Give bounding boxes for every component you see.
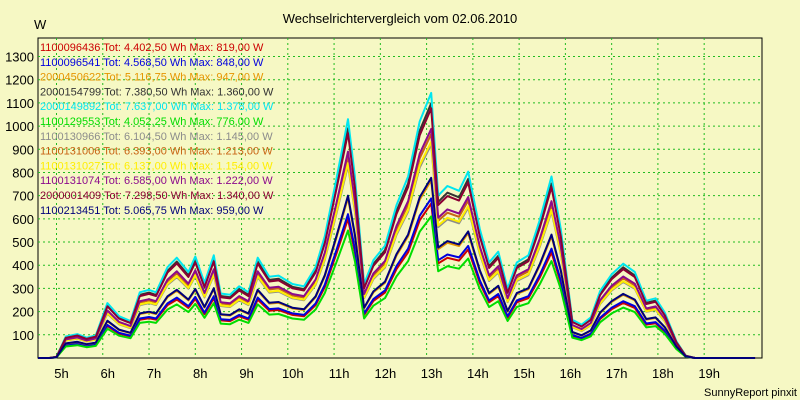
legend-entry-1100096541: 1100096541 Tot: 4.568,50 Wh Max: 848,00 … — [40, 57, 264, 69]
y-axis-ticks: 100 200 300 400 500 600 700 800 900 1000 1100 1200 1… — [5, 50, 34, 343]
y-tick-label: 1000 — [5, 119, 34, 134]
series-line-1100131027 — [38, 140, 756, 359]
x-axis-ticks: 5h 6h 7h 8h 9h 10h 11h 12h 13h 14h 15h 16h 17h 18h 19h — [54, 366, 720, 381]
y-tick-label: 500 — [12, 235, 34, 250]
x-tick-label: 7h — [147, 366, 161, 381]
series-line-1100129553 — [38, 215, 756, 359]
x-tick-label: 12h — [374, 366, 396, 381]
series-line-1100096541 — [38, 197, 756, 359]
x-tick-label: 17h — [606, 366, 628, 381]
series-line-1100131074 — [38, 127, 756, 359]
series-line-2000149892 — [38, 91, 756, 359]
footer-credit: SunnyReport pinxit — [704, 387, 797, 399]
legend-entry-1100131006: 1100131006 Tot: 6.393,00 Wh Max: 1.213,0… — [40, 146, 273, 158]
x-tick-label: 13h — [421, 366, 443, 381]
y-tick-label: 1200 — [5, 73, 34, 88]
legend-entry-2000154799: 2000154799 Tot: 7.380,50 Wh Max: 1.360,0… — [40, 86, 274, 98]
y-tick-label: 800 — [12, 165, 34, 180]
series-lines — [38, 91, 756, 359]
plot-frame — [37, 37, 763, 359]
x-tick-label: 9h — [239, 366, 253, 381]
y-tick-label: 900 — [12, 142, 34, 157]
y-axis-unit: W — [34, 17, 47, 32]
x-tick-label: 5h — [54, 366, 68, 381]
y-tick-label: 700 — [12, 189, 34, 204]
legend-entry-2000149892: 2000149892 Tot: 7.637,00 Wh Max: 1.378,0… — [40, 101, 274, 113]
x-tick-label: 6h — [101, 366, 115, 381]
y-tick-label: 200 — [12, 305, 34, 320]
legend-entry-1100129553: 1100129553 Tot: 4.052,25 Wh Max: 776,00 … — [40, 116, 264, 128]
series-line-2000001409 — [38, 107, 756, 359]
x-tick-label: 19h — [698, 366, 720, 381]
y-tick-label: 1300 — [5, 50, 34, 65]
x-tick-label: 10h — [282, 366, 304, 381]
x-tick-label: 8h — [193, 366, 207, 381]
legend-entry-2000001409: 2000001409 Tot: 7.298,50 Wh Max: 1.340,0… — [40, 190, 274, 202]
y-tick-label: 100 — [12, 328, 34, 343]
legend-entry-1100130966: 1100130966 Tot: 6.104,50 Wh Max: 1.145,0… — [40, 131, 273, 143]
legend-entry-1100131027: 1100131027 Tot: 6.137,00 Wh Max: 1.154,0… — [40, 160, 273, 172]
x-tick-label: 14h — [467, 366, 489, 381]
y-tick-label: 300 — [12, 281, 34, 296]
x-tick-label: 18h — [652, 366, 674, 381]
legend: 1100096436 Tot: 4.402,50 Wh Max: 819,00 … — [40, 42, 274, 217]
y-tick-label: 400 — [12, 258, 34, 273]
legend-entry-1100131074: 1100131074 Tot: 6.585,00 Wh Max: 1.222,0… — [40, 175, 273, 187]
legend-entry-1100096436: 1100096436 Tot: 4.402,50 Wh Max: 819,00 … — [40, 42, 264, 54]
x-tick-label: 16h — [560, 366, 582, 381]
y-tick-label: 1100 — [6, 96, 34, 111]
legend-entry-1100213451: 1100213451 Tot: 5.065,75 Wh Max: 959,00 … — [40, 205, 264, 217]
chart-title: Wechselrichtervergleich vom 02.06.2010 — [283, 11, 518, 26]
y-tick-label: 600 — [12, 212, 34, 227]
series-line-1100213451 — [38, 176, 756, 359]
x-tick-label: 15h — [513, 366, 535, 381]
x-tick-label: 11h — [329, 366, 350, 381]
legend-entry-2000450622: 2000450622 Tot: 5.116,75 Wh Max: 947,00 … — [40, 72, 264, 84]
